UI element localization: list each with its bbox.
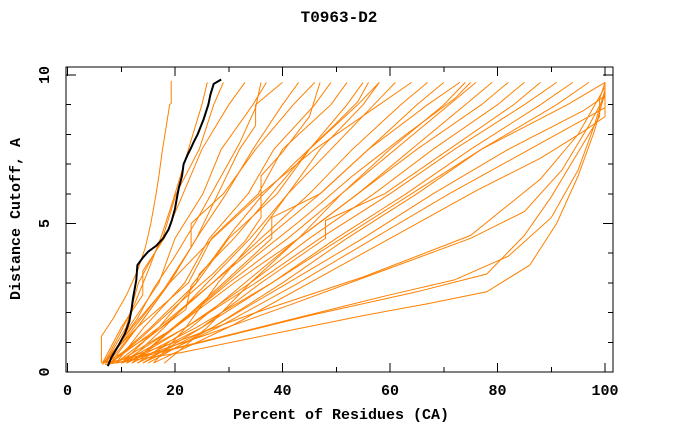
model-curves-line (102, 82, 262, 365)
y-tick-label: 5 (37, 219, 54, 228)
model-curves-line (104, 82, 369, 364)
model-curves-line (115, 82, 428, 364)
model-curves-line (110, 82, 300, 364)
x-tick-label: 0 (63, 383, 72, 400)
model-curves-line (121, 81, 557, 364)
model-curves-line (153, 82, 380, 364)
y-tick-labels: 0 5 10 (37, 66, 54, 377)
model-curves-line (110, 86, 606, 364)
model-curves-line (121, 82, 606, 364)
model-curves-line (120, 82, 364, 364)
reference-curve-line (106, 78, 222, 367)
model-curves-line (107, 82, 348, 364)
model-curves-line (103, 82, 208, 364)
model-curves-line (121, 82, 477, 364)
model-curves-line (115, 82, 606, 364)
axis-ticks (66, 67, 613, 373)
reference-curve (106, 78, 222, 367)
model-curves-line (104, 89, 606, 364)
model-curves-line (107, 82, 267, 364)
y-axis-label: Distance Cutoff, A (8, 138, 25, 300)
model-curves-line (110, 82, 380, 364)
y-tick-label: 0 (37, 367, 54, 376)
x-tick-label: 100 (591, 383, 618, 400)
model-curves-line (104, 81, 412, 364)
x-tick-label: 20 (166, 383, 184, 400)
model-curves-line (110, 82, 321, 364)
y-tick-label: 10 (37, 66, 54, 84)
model-curves-line (115, 82, 332, 364)
model-curves-line (137, 82, 606, 364)
chart-title: T0963-D2 (301, 9, 378, 27)
x-tick-label: 60 (381, 383, 399, 400)
model-curves-line (104, 82, 316, 364)
plot-frame (65, 66, 614, 373)
x-axis-label: Percent of Residues (CA) (233, 407, 449, 424)
model-curves-line (131, 82, 471, 364)
x-tick-labels: 0 20 40 60 80 100 (63, 383, 619, 400)
x-tick-label: 40 (273, 383, 291, 400)
model-curves-line (131, 81, 574, 364)
model-curves-line (104, 82, 224, 364)
model-curves (100, 80, 606, 366)
model-curves-line (153, 86, 606, 364)
model-curves-line (105, 92, 606, 366)
model-curves-line (126, 81, 606, 364)
model-curves-line (163, 82, 466, 364)
x-tick-label: 80 (488, 383, 506, 400)
model-curves-line (147, 81, 590, 364)
model-curves-line (110, 81, 461, 364)
model-curves-line (115, 82, 509, 364)
model-curves-line (100, 80, 172, 364)
